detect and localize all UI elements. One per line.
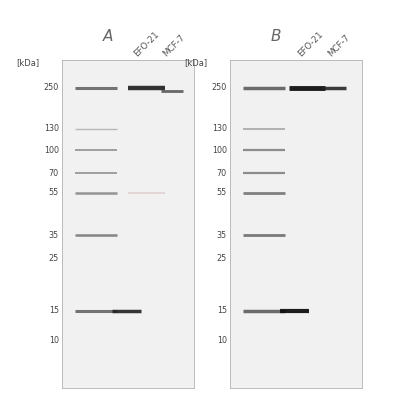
Text: 130: 130 — [212, 124, 227, 133]
Text: 55: 55 — [216, 188, 227, 197]
Text: 10: 10 — [217, 336, 227, 345]
Text: 15: 15 — [217, 306, 227, 316]
Text: 70: 70 — [217, 169, 227, 178]
Text: MCF-7: MCF-7 — [161, 32, 187, 58]
Text: 55: 55 — [48, 188, 59, 197]
Text: 15: 15 — [49, 306, 59, 316]
Text: 35: 35 — [217, 231, 227, 240]
Text: [kDa]: [kDa] — [184, 58, 208, 67]
Text: 70: 70 — [49, 169, 59, 178]
Text: B: B — [271, 29, 282, 44]
Text: EFO-21: EFO-21 — [296, 29, 325, 58]
Text: 10: 10 — [49, 336, 59, 345]
Text: MCF-7: MCF-7 — [326, 32, 352, 58]
Text: 25: 25 — [48, 254, 59, 263]
Text: 25: 25 — [216, 254, 227, 263]
Text: 100: 100 — [44, 146, 59, 155]
Text: 100: 100 — [212, 146, 227, 155]
Text: EFO-21: EFO-21 — [132, 29, 161, 58]
Text: 250: 250 — [44, 83, 59, 92]
Text: 130: 130 — [44, 124, 59, 133]
Text: 35: 35 — [49, 231, 59, 240]
Text: A: A — [103, 29, 113, 44]
Text: 250: 250 — [212, 83, 227, 92]
Text: [kDa]: [kDa] — [16, 58, 40, 67]
